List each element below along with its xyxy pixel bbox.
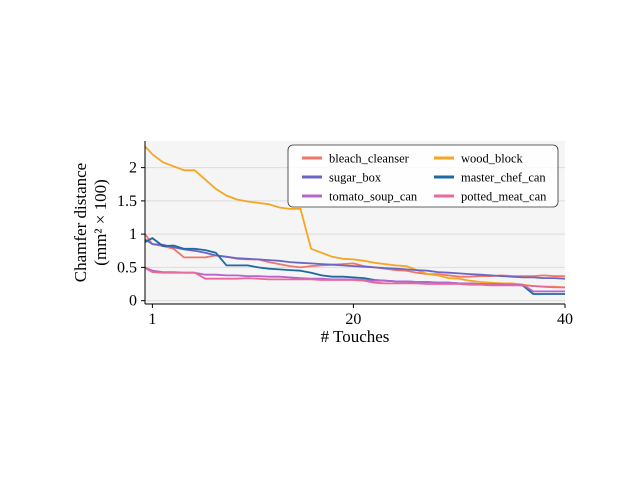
y-tick-label: 0.5: [117, 259, 137, 276]
y-tick-label: 1.5: [117, 193, 137, 210]
y-tick-label: 0: [129, 293, 137, 310]
y-axis-label: Chamfer distance (mm² × 100): [71, 163, 110, 282]
x-tick-label: 1: [148, 311, 156, 328]
tick-labels: 1 20 40 0 0.5 1 1.5 2: [117, 160, 573, 328]
axes: [141, 141, 566, 308]
legend-label-sugar-box: sugar_box: [329, 171, 382, 185]
legend-frame: [287, 144, 559, 208]
series-lines: [144, 145, 566, 295]
y-tick-label: 1: [129, 226, 137, 243]
legend: bleach_cleanser sugar_box tomato_soup_can w…: [287, 144, 559, 208]
y-tick-label: 2: [129, 160, 137, 177]
y-axis-label-line1: Chamfer distance: [71, 163, 90, 282]
x-tick-label: 20: [345, 311, 361, 328]
legend-label-master-chef-can: master_chef_can: [461, 171, 546, 185]
legend-label-potted-meat-can: potted_meat_can: [461, 190, 547, 204]
series-line-wood-block: [144, 145, 566, 289]
series-line-potted-meat-can: [144, 267, 565, 289]
legend-label-tomato-soup-can: tomato_soup_can: [329, 190, 418, 204]
y-axis-label-line2: (mm² × 100): [91, 179, 110, 265]
x-tick-label: 40: [557, 311, 573, 328]
series-line-sugar-box: [144, 238, 566, 280]
x-axis-label: # Touches: [321, 327, 390, 346]
legend-label-wood-block: wood_block: [461, 152, 524, 166]
legend-label-bleach-cleanser: bleach_cleanser: [329, 152, 410, 166]
